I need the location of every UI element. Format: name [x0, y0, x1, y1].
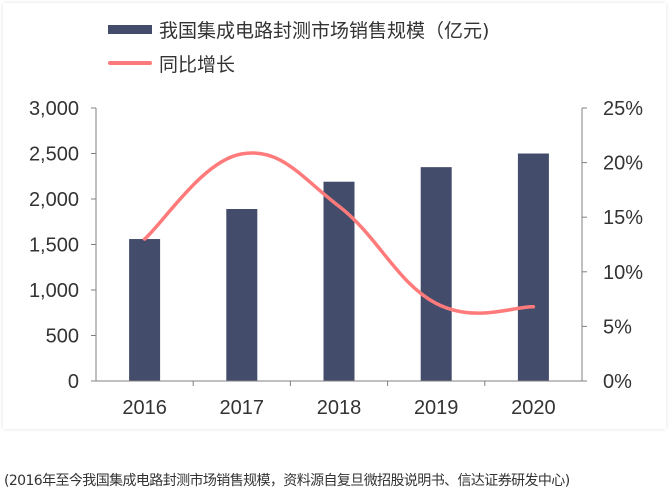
right-y-axis: 0% 5% 10% 15% 20% 25%	[581, 98, 643, 393]
left-y-axis: 0 500 1,000 1,500 2,000 2,500 3,000	[29, 98, 97, 393]
left-tick-label: 500	[46, 326, 79, 348]
x-tick-label: 2019	[414, 397, 459, 419]
left-tick-label: 2,000	[29, 189, 79, 211]
x-tick-label: 2018	[317, 397, 362, 419]
legend-label-growth: 同比增长	[159, 53, 236, 76]
left-tick-label: 0	[68, 371, 79, 393]
bar-swatch-icon	[108, 24, 152, 34]
line-swatch-icon	[108, 61, 152, 65]
legend-label-sales: 我国集成电路封测市场销售规模（亿元)	[159, 19, 490, 42]
bar-2019	[420, 167, 452, 381]
legend-item-sales: 我国集成电路封测市场销售规模（亿元)	[108, 12, 489, 46]
right-tick-label: 10%	[603, 262, 643, 284]
legend-item-growth: 同比增长	[108, 46, 489, 80]
bar-2016	[129, 239, 161, 381]
combo-chart: 0 500 1,000 1,500 2,000 2,500 3,000 0% 5% 10% 15%…	[29, 98, 643, 419]
figure-caption: (2016年至今我国集成电路封测市场销售规模，资料源自复旦微招股说明书、信达证券…	[4, 473, 570, 489]
x-axis: 2016 2017 2018 2019 2020	[96, 380, 582, 419]
left-tick-label: 2,500	[29, 144, 79, 166]
right-tick-label: 0%	[603, 371, 632, 393]
right-tick-label: 25%	[603, 98, 643, 120]
left-tick-label: 1,000	[29, 280, 79, 302]
growth-line-series	[142, 151, 536, 315]
left-tick-label: 3,000	[29, 98, 79, 120]
right-tick-label: 20%	[603, 153, 643, 175]
left-tick-label: 1,500	[29, 235, 79, 257]
chart-legend: 我国集成电路封测市场销售规模（亿元) 同比增长	[108, 12, 489, 80]
bar-2020	[517, 153, 549, 381]
right-tick-label: 15%	[603, 207, 643, 229]
x-tick-label: 2017	[220, 397, 265, 419]
bar-2017	[226, 209, 258, 381]
growth-line	[142, 151, 536, 315]
x-tick-label: 2016	[122, 397, 167, 419]
right-tick-label: 5%	[603, 316, 632, 338]
x-tick-label: 2020	[511, 397, 556, 419]
bar-2018	[323, 181, 355, 381]
